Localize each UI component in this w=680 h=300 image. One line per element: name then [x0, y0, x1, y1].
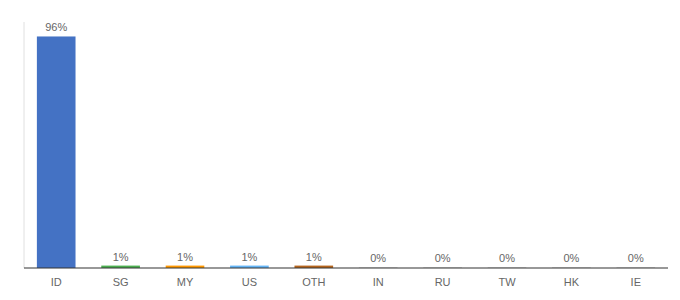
bar	[37, 36, 76, 268]
x-axis-line	[24, 267, 668, 268]
x-tick-label: HK	[564, 276, 580, 288]
data-label: 1%	[306, 251, 322, 263]
x-tick-label: IN	[373, 276, 384, 288]
data-label: 0%	[370, 252, 386, 264]
data-label: 0%	[628, 252, 644, 264]
y-axis-line	[24, 22, 25, 268]
data-label: 0%	[563, 252, 579, 264]
data-label: 1%	[177, 251, 193, 263]
x-tick-label: MY	[177, 276, 194, 288]
bars	[37, 36, 655, 268]
x-tick-label: ID	[51, 276, 62, 288]
data-label: 0%	[435, 252, 451, 264]
data-labels: 96% 1% 1% 1% 1% 0% 0% 0% 0% 0%	[45, 21, 644, 264]
chart: 96% 1% 1% 1% 1% 0% 0% 0% 0% 0% ID SG MY US OTH IN RU TW HK…	[0, 0, 680, 300]
chart-container: 96% 1% 1% 1% 1% 0% 0% 0% 0% 0% ID SG MY US OTH IN RU TW HK…	[0, 0, 680, 300]
data-label: 1%	[113, 251, 129, 263]
x-tick-label: OTH	[302, 276, 325, 288]
x-tick-label: US	[242, 276, 257, 288]
data-label: 1%	[241, 251, 257, 263]
x-tick-label: TW	[498, 276, 516, 288]
data-label: 0%	[499, 252, 515, 264]
x-tick-label: IE	[631, 276, 641, 288]
x-tick-labels: ID SG MY US OTH IN RU TW HK IE	[51, 276, 641, 288]
x-tick-label: SG	[113, 276, 129, 288]
data-label: 96%	[45, 21, 67, 33]
x-tick-label: RU	[435, 276, 451, 288]
